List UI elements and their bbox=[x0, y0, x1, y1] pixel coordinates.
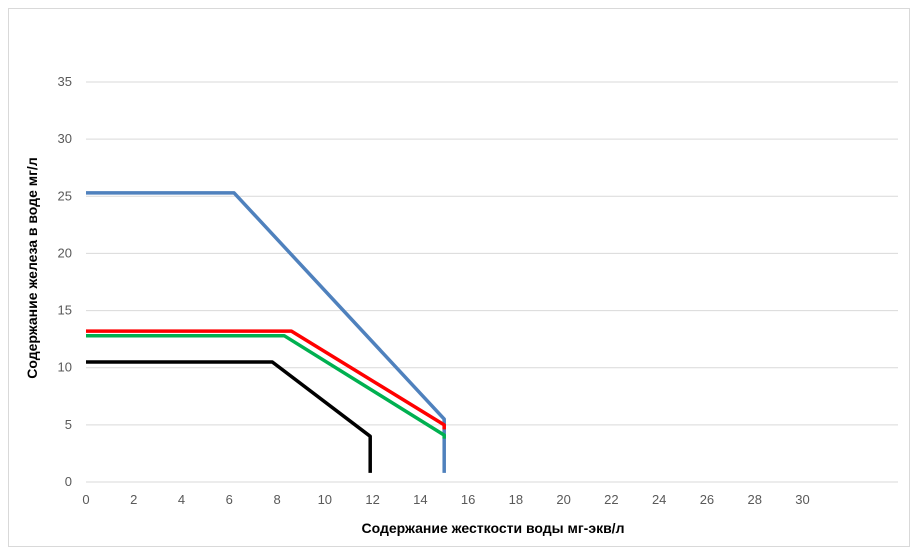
series-line-1 bbox=[86, 191, 446, 473]
x-tick-label: 12 bbox=[365, 492, 379, 507]
y-axis-title: Содержание железа в воде мг/л bbox=[24, 157, 40, 378]
y-tick-label: 0 bbox=[65, 474, 72, 489]
y-axis-ticks: 0 5 10 15 20 25 30 35 bbox=[58, 74, 72, 489]
series-line-2 bbox=[86, 329, 446, 430]
x-tick-label: 2 bbox=[130, 492, 137, 507]
chart-frame bbox=[8, 8, 910, 547]
y-tick-label: 10 bbox=[58, 360, 72, 375]
series-line-4 bbox=[86, 360, 372, 473]
x-tick-label: 8 bbox=[273, 492, 280, 507]
y-tick-label: 30 bbox=[58, 131, 72, 146]
x-tick-label: 16 bbox=[461, 492, 475, 507]
y-tick-label: 35 bbox=[58, 74, 72, 89]
y-tick-label: 15 bbox=[58, 303, 72, 318]
x-tick-label: 20 bbox=[556, 492, 570, 507]
x-tick-label: 26 bbox=[700, 492, 714, 507]
y-tick-label: 20 bbox=[58, 245, 72, 260]
x-tick-label: 10 bbox=[318, 492, 332, 507]
x-tick-label: 0 bbox=[82, 492, 89, 507]
y-tick-label: 5 bbox=[65, 417, 72, 432]
y-tick-label: 25 bbox=[58, 188, 72, 203]
grid bbox=[86, 81, 898, 483]
plot-area bbox=[86, 191, 446, 473]
x-tick-label: 24 bbox=[652, 492, 666, 507]
x-axis-ticks: 0 2 4 6 8 10 12 14 16 18 20 22 24 26 28 30 bbox=[82, 492, 809, 507]
series-line-3 bbox=[86, 333, 446, 439]
x-tick-label: 30 bbox=[795, 492, 809, 507]
x-axis-title: Содержание жесткости воды мг-экв/л bbox=[362, 520, 625, 536]
x-tick-label: 4 bbox=[178, 492, 185, 507]
x-tick-label: 22 bbox=[604, 492, 618, 507]
x-tick-label: 28 bbox=[747, 492, 761, 507]
x-tick-label: 6 bbox=[226, 492, 233, 507]
x-tick-label: 18 bbox=[509, 492, 523, 507]
x-tick-label: 14 bbox=[413, 492, 427, 507]
